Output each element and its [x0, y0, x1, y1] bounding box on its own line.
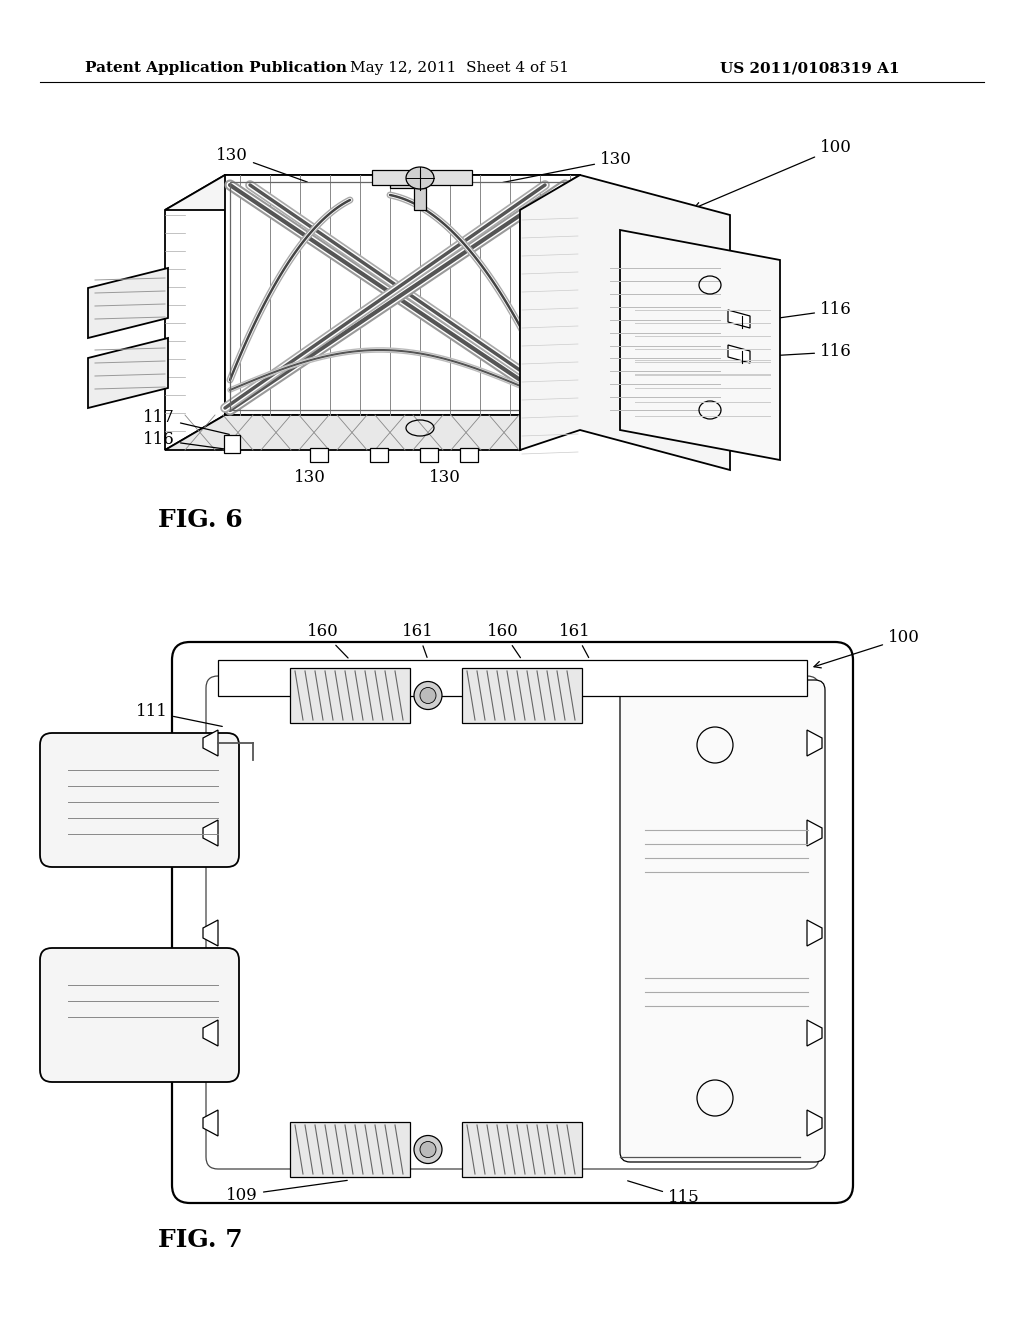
Polygon shape: [807, 1110, 822, 1137]
Polygon shape: [620, 230, 780, 459]
Bar: [460, 447, 478, 462]
Text: 160: 160: [487, 623, 520, 657]
Polygon shape: [807, 730, 822, 756]
Bar: [290, 668, 410, 723]
Polygon shape: [165, 414, 580, 450]
Polygon shape: [203, 920, 218, 946]
Ellipse shape: [414, 681, 442, 710]
Bar: [310, 447, 328, 462]
Bar: [224, 436, 240, 453]
Ellipse shape: [420, 688, 436, 704]
Text: FIG. 7: FIG. 7: [158, 1228, 243, 1251]
Polygon shape: [807, 820, 822, 846]
Text: 111: 111: [136, 704, 222, 726]
Text: 130: 130: [216, 147, 307, 182]
Polygon shape: [88, 338, 168, 408]
Text: 130: 130: [429, 470, 461, 487]
FancyBboxPatch shape: [620, 680, 825, 1162]
FancyBboxPatch shape: [40, 948, 239, 1082]
Text: 115: 115: [628, 1181, 699, 1206]
Polygon shape: [203, 820, 218, 846]
Text: 161: 161: [402, 623, 434, 657]
Text: 116: 116: [753, 301, 852, 322]
Text: 117: 117: [143, 409, 229, 434]
Text: Patent Application Publication: Patent Application Publication: [85, 61, 347, 75]
Polygon shape: [165, 176, 225, 450]
Ellipse shape: [414, 1135, 442, 1163]
Ellipse shape: [406, 168, 434, 189]
Text: 116: 116: [143, 432, 229, 450]
Polygon shape: [225, 176, 580, 414]
Bar: [462, 1122, 582, 1177]
Bar: [370, 447, 388, 462]
Bar: [414, 187, 426, 210]
Polygon shape: [807, 1020, 822, 1045]
Polygon shape: [520, 176, 580, 450]
Text: US 2011/0108319 A1: US 2011/0108319 A1: [720, 61, 900, 75]
Polygon shape: [203, 1020, 218, 1045]
Polygon shape: [728, 310, 750, 327]
Bar: [290, 1122, 410, 1177]
Polygon shape: [390, 172, 420, 187]
Text: 161: 161: [559, 623, 591, 657]
Polygon shape: [807, 920, 822, 946]
Polygon shape: [372, 170, 472, 185]
Text: 160: 160: [307, 623, 348, 657]
FancyBboxPatch shape: [40, 733, 239, 867]
Ellipse shape: [420, 1142, 436, 1158]
Polygon shape: [728, 345, 750, 363]
Text: 100: 100: [814, 630, 920, 668]
Polygon shape: [165, 176, 580, 210]
Bar: [218, 660, 807, 696]
Text: May 12, 2011  Sheet 4 of 51: May 12, 2011 Sheet 4 of 51: [350, 61, 569, 75]
Polygon shape: [520, 176, 730, 470]
Polygon shape: [88, 268, 168, 338]
Text: 116: 116: [753, 343, 852, 360]
Text: 130: 130: [294, 470, 326, 487]
Text: FIG. 6: FIG. 6: [158, 508, 243, 532]
Text: 100: 100: [694, 140, 852, 209]
Bar: [420, 447, 438, 462]
Text: 109: 109: [226, 1180, 347, 1204]
FancyBboxPatch shape: [172, 642, 853, 1203]
Polygon shape: [203, 730, 218, 756]
Text: 130: 130: [503, 152, 632, 182]
Polygon shape: [203, 1110, 218, 1137]
Bar: [462, 668, 582, 723]
